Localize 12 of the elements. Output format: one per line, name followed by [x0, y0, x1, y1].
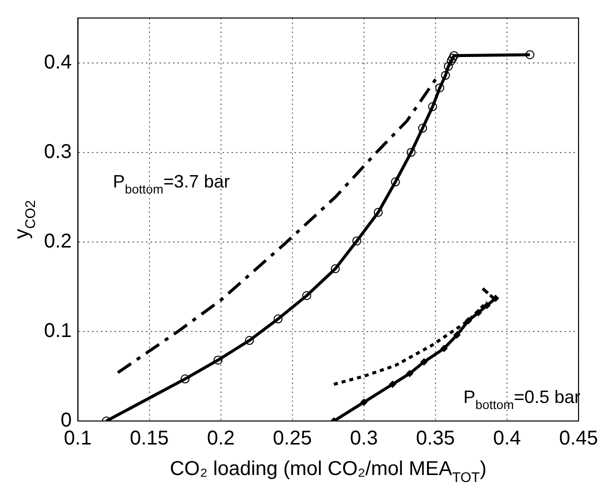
- y-tick-label: 0.3: [44, 140, 72, 163]
- x-tick-label: 0.45: [559, 428, 598, 450]
- x-tick-label: 0.4: [493, 428, 521, 450]
- y-tick-label: 0.1: [44, 320, 72, 342]
- y-tick-label: 0.2: [44, 230, 72, 252]
- x-tick-label: 0.25: [272, 428, 312, 450]
- x-tick-label: 0.15: [130, 428, 169, 450]
- y-tick-label: 0.4: [44, 51, 72, 74]
- x-tick-label: 0.3: [350, 428, 378, 450]
- x-tick-label: 0.2: [206, 428, 235, 450]
- y-axis-title: yCO2: [11, 200, 38, 239]
- x-tick-label: 0.35: [416, 428, 455, 450]
